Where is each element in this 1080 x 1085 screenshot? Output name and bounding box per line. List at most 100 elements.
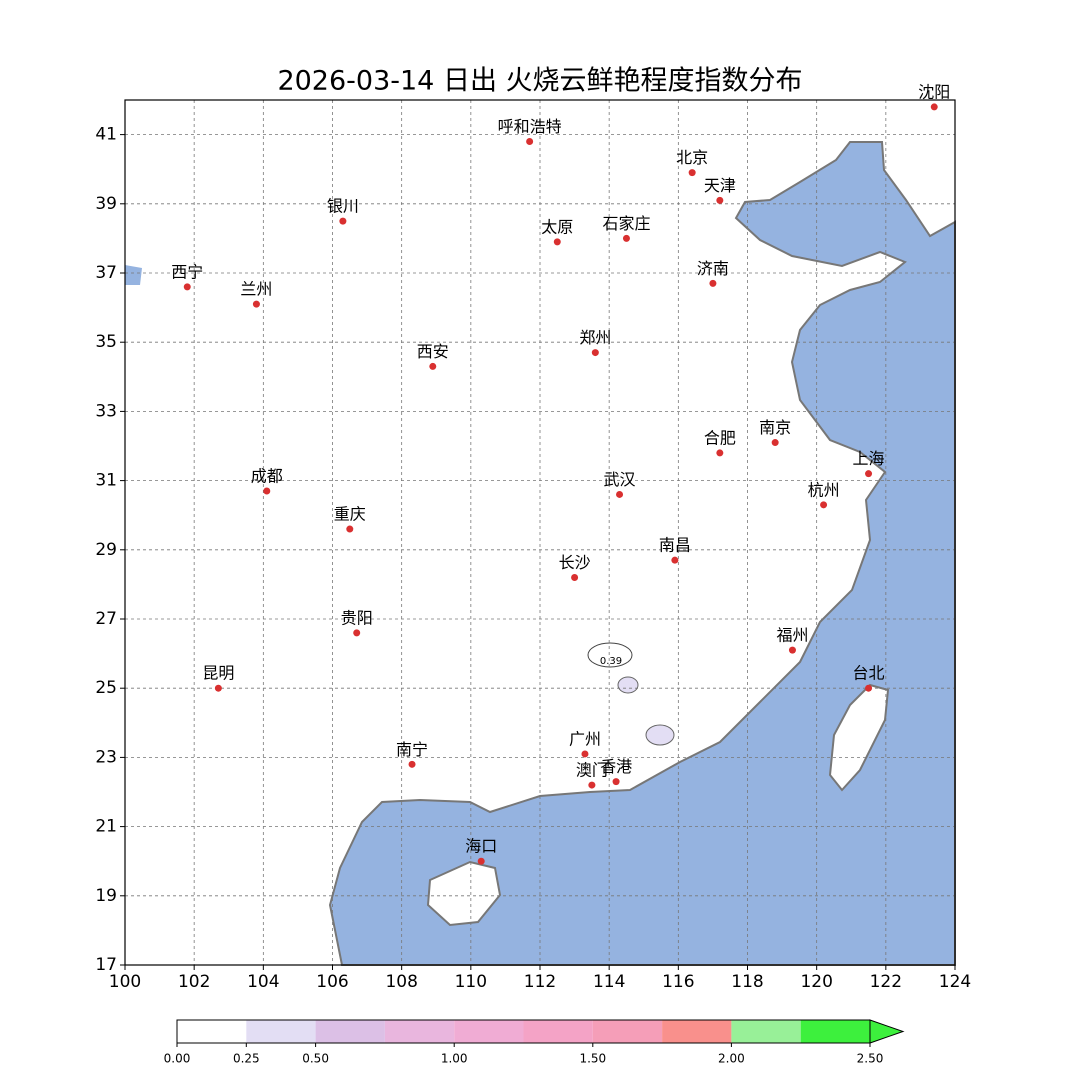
colorbar-tick-label: 2.50	[857, 1052, 884, 1066]
contour-label: 0.39	[600, 656, 622, 667]
city-label: 澳门	[576, 761, 608, 780]
lon-tick-label: 104	[247, 972, 279, 992]
colorbar-segment	[246, 1020, 316, 1043]
lon-tick-label: 108	[385, 972, 417, 992]
lat-tick-label: 29	[95, 540, 117, 560]
city-dot	[688, 169, 696, 177]
map-frame	[124, 99, 956, 966]
city-dot	[930, 103, 938, 111]
city-dot	[612, 778, 620, 786]
city-dot	[788, 646, 796, 654]
city-dot	[716, 196, 724, 204]
colorbar-tick-label: 1.50	[579, 1052, 606, 1066]
city-dot	[671, 556, 679, 564]
colorbar-segment	[523, 1020, 593, 1043]
city-dot	[553, 238, 561, 246]
lon-tick-label: 124	[939, 972, 971, 992]
city-label: 南宁	[396, 740, 428, 759]
city-label: 呼和浩特	[498, 117, 562, 136]
city-dot	[339, 217, 347, 225]
colorbar-segment	[454, 1020, 524, 1043]
city-label: 杭州	[808, 480, 840, 499]
lat-tick-label: 33	[95, 401, 117, 421]
city-label: 香港	[600, 757, 632, 776]
city-label: 长沙	[559, 553, 591, 572]
city-dot	[771, 439, 779, 447]
city-label: 海口	[465, 837, 497, 856]
city-label: 西安	[417, 342, 449, 361]
city-dot	[591, 349, 599, 357]
lon-tick-label: 112	[524, 972, 556, 992]
lon-tick-label: 120	[800, 972, 832, 992]
city-dot	[263, 487, 271, 495]
colorbar-segment	[731, 1020, 801, 1043]
colorbar-tick-label: 0.25	[233, 1052, 260, 1066]
city-label: 济南	[697, 259, 729, 278]
colorbar-segment	[800, 1020, 870, 1043]
city-label: 成都	[251, 466, 283, 485]
colorbar-segment	[177, 1020, 247, 1043]
city-dot	[571, 573, 579, 581]
city-dot	[820, 501, 828, 509]
city-label: 兰州	[240, 280, 272, 299]
city-label: 北京	[676, 148, 708, 167]
lon-tick-label: 114	[593, 972, 625, 992]
city-label: 广州	[569, 729, 601, 748]
city-dot	[353, 629, 361, 637]
lon-tick-label: 122	[870, 972, 902, 992]
city-dot	[183, 283, 191, 291]
colorbar-tick-label: 0.00	[164, 1052, 191, 1066]
city-label: 昆明	[202, 664, 234, 683]
city-dot	[716, 449, 724, 457]
lat-tick-label: 41	[95, 125, 117, 145]
city-dot	[622, 234, 630, 242]
city-label: 天津	[704, 176, 736, 195]
lon-tick-label: 118	[731, 972, 763, 992]
city-label: 上海	[853, 449, 885, 468]
colorbar-tick-label: 2.00	[718, 1052, 745, 1066]
city-dot	[252, 300, 260, 308]
sea	[328, 141, 956, 966]
city-label: 郑州	[579, 328, 611, 347]
colorbar-tick-label: 1.00	[441, 1052, 468, 1066]
lat-tick-label: 21	[95, 817, 117, 837]
lake	[125, 265, 142, 285]
lon-tick-label: 100	[109, 972, 141, 992]
lat-tick-label: 39	[95, 194, 117, 214]
city-dot	[588, 781, 596, 789]
city-dot	[429, 362, 437, 370]
city-dot	[214, 684, 222, 692]
lat-tick-label: 27	[95, 609, 117, 629]
contour-patch	[617, 676, 639, 694]
colorbar-segment	[384, 1020, 455, 1043]
colorbar-segment	[315, 1020, 385, 1043]
city-dot	[616, 490, 624, 498]
city-dot	[865, 470, 873, 478]
lon-tick-label: 106	[316, 972, 348, 992]
city-dot	[865, 684, 873, 692]
lat-tick-label: 19	[95, 886, 117, 906]
lon-tick-label: 110	[455, 972, 487, 992]
colorbar-segment	[662, 1020, 732, 1043]
city-dot	[346, 525, 354, 533]
lat-tick-label: 17	[95, 955, 117, 975]
lat-tick-label: 25	[95, 678, 117, 698]
city-label: 合肥	[704, 428, 736, 447]
lat-tick-label: 23	[95, 747, 117, 767]
contour-line	[587, 642, 633, 668]
lon-tick-label: 116	[662, 972, 694, 992]
taiwan-island	[828, 683, 890, 792]
city-dot	[526, 138, 534, 146]
city-label: 沈阳	[918, 82, 950, 101]
lat-tick-label: 37	[95, 263, 117, 283]
city-dot	[477, 857, 485, 865]
city-label: 贵阳	[341, 608, 373, 627]
lat-tick-label: 35	[95, 332, 117, 352]
lat-tick-label: 31	[95, 471, 117, 491]
hainan-island	[426, 860, 502, 927]
contour-patch	[645, 724, 675, 746]
city-label: 福州	[776, 626, 808, 645]
